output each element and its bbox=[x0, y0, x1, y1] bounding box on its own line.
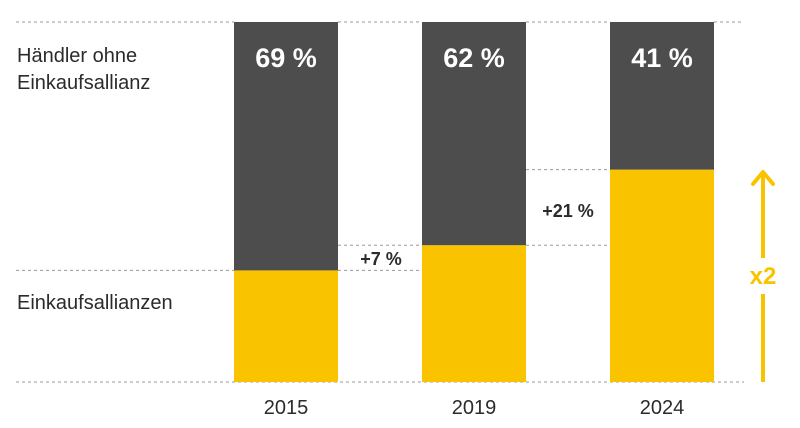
bar-segment-einkaufsallianzen-2019 bbox=[422, 245, 526, 382]
legend-top-line-2: Einkaufsallianz bbox=[17, 72, 150, 94]
bar-top-label-2019: 62 % bbox=[443, 43, 505, 73]
legend-bottom-line-1: Einkaufsallianzen bbox=[17, 292, 173, 314]
bar-segment-haendler-ohne-2024 bbox=[610, 22, 714, 170]
bar-segment-haendler-ohne-2015 bbox=[234, 22, 338, 271]
bar-top-label-2024: 41 % bbox=[631, 43, 693, 73]
multiplier-label: x2 bbox=[750, 263, 777, 290]
bar-segment-haendler-ohne-2019 bbox=[422, 22, 526, 246]
bar-segment-einkaufsallianzen-2024 bbox=[610, 169, 714, 382]
growth-arrow-head bbox=[751, 170, 775, 186]
x-tick-2019: 2019 bbox=[452, 397, 497, 419]
delta-label-2: +21 % bbox=[542, 201, 594, 221]
growth-arrow bbox=[751, 170, 775, 382]
bar-top-label-2015: 69 % bbox=[255, 43, 317, 73]
x-tick-2024: 2024 bbox=[640, 397, 685, 419]
bar-labels: 69 % 2015 62 % 2019 41 % 2024 bbox=[255, 43, 693, 419]
delta-label-1: +7 % bbox=[360, 249, 402, 269]
x-tick-2015: 2015 bbox=[264, 397, 309, 419]
legend-top-line-1: Händler ohne bbox=[17, 45, 137, 67]
bar-segment-einkaufsallianzen-2015 bbox=[234, 270, 338, 382]
bars bbox=[234, 22, 714, 382]
